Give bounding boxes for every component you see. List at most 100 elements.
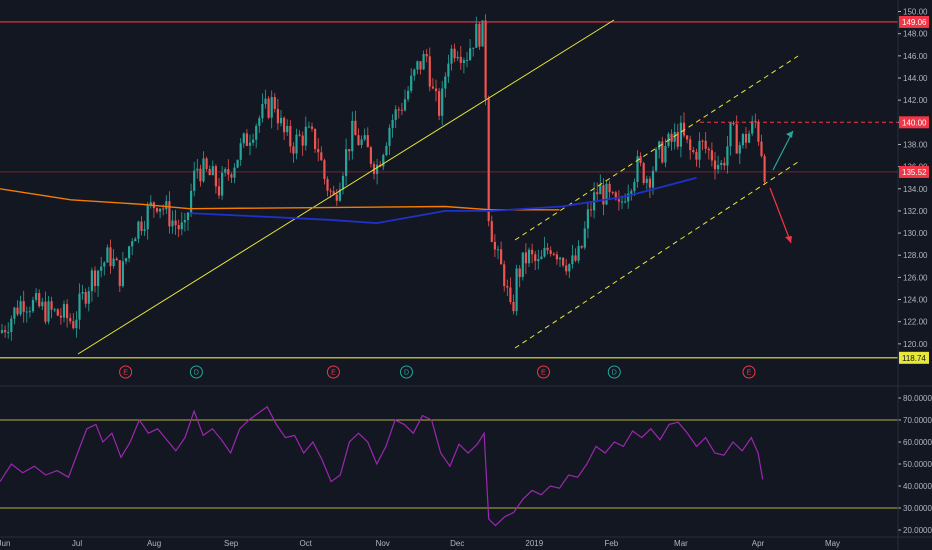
candle-body (267, 98, 270, 118)
candle-body (403, 99, 407, 111)
candle-body (571, 255, 574, 265)
candle-body (472, 47, 475, 49)
candle-body (462, 60, 465, 63)
candle-body (630, 191, 633, 194)
event-marker-d[interactable]: D (189, 365, 203, 379)
candle-body (493, 241, 496, 250)
candle-body (180, 222, 183, 230)
candle-body (509, 287, 512, 302)
candle-body (552, 253, 555, 255)
rsi-tick-label: 60.0000 (903, 438, 932, 447)
candle-body (363, 135, 366, 140)
price-tag-118.74: 118.74 (899, 351, 929, 364)
rsi-tick-label: 70.0000 (903, 416, 932, 425)
candle-body (549, 250, 552, 254)
candle-body (205, 158, 208, 169)
candle-body (744, 133, 748, 143)
event-letter: E (541, 370, 546, 377)
candle-body (255, 125, 258, 140)
candle-body (295, 134, 298, 154)
event-marker-e[interactable]: E (742, 365, 756, 379)
event-marker-d[interactable]: D (607, 365, 621, 379)
candle-body (763, 156, 766, 182)
candle-body (620, 201, 624, 203)
candle-body (713, 160, 717, 170)
candle-body (506, 286, 509, 288)
candle-body (47, 301, 50, 322)
candle-body (558, 257, 562, 260)
y-tick-label: 148.00 (903, 30, 928, 39)
candle-body (211, 166, 214, 176)
event-marker-d[interactable]: D (399, 365, 413, 379)
candle-body (16, 307, 19, 315)
event-marker-e[interactable]: E (536, 365, 550, 379)
x-tick-label: Sep (224, 539, 239, 548)
candle-body (450, 48, 453, 64)
candle-body (543, 247, 546, 257)
price-tag-bg (899, 15, 929, 28)
candle-body (177, 225, 180, 230)
candle-body (586, 209, 589, 229)
candle-body (261, 103, 264, 119)
event-letter: D (194, 370, 199, 377)
candle-body (391, 119, 394, 128)
candle-body (357, 135, 360, 146)
down-arrow-icon (785, 236, 792, 243)
candle-body (22, 301, 25, 312)
candle-body (496, 249, 500, 251)
candle-body (757, 122, 760, 142)
event-circle (399, 365, 413, 379)
candle-body (655, 149, 658, 171)
candle-body (168, 201, 171, 227)
rsi-tick-label: 40.0000 (903, 482, 932, 491)
candle-body (512, 301, 515, 312)
y-tick-label: 120.00 (903, 340, 928, 349)
event-marker-e[interactable]: E (119, 365, 133, 379)
candle-body (416, 61, 419, 70)
candle-body (695, 152, 698, 160)
candle-body (4, 330, 7, 333)
candle-body (518, 268, 521, 278)
candle-body (422, 54, 425, 70)
candle-body (531, 249, 534, 255)
candle-body (326, 179, 329, 191)
candle-body (425, 54, 428, 57)
y-tick-label: 124.00 (903, 296, 928, 305)
candle-body (224, 169, 227, 173)
candle-body (732, 122, 735, 125)
candle-body (438, 91, 441, 116)
candle-body (565, 265, 568, 272)
event-letter: E (747, 370, 752, 377)
x-tick-label: Apr (752, 539, 765, 548)
candle-body (317, 149, 320, 153)
candle-body (369, 147, 372, 164)
candle-body (10, 318, 13, 333)
x-tick-label: Jun (0, 539, 10, 548)
candle-body (190, 190, 193, 213)
price-tag-bg (899, 351, 929, 364)
candle-body (469, 48, 472, 60)
candle-body (524, 252, 527, 264)
candle-body (345, 149, 348, 176)
candle-body (75, 319, 78, 329)
candle-body (31, 299, 35, 312)
candle-body (183, 219, 186, 223)
candle-body (400, 109, 403, 111)
candle-body (651, 170, 655, 188)
candle-body (397, 109, 400, 111)
candle-body (124, 258, 128, 262)
candle-body (7, 332, 10, 334)
candle-body (692, 150, 695, 153)
event-marker-e[interactable]: E (326, 365, 340, 379)
candle-body (19, 301, 22, 315)
candle-body (574, 255, 577, 261)
event-circle (536, 365, 550, 379)
candle-body (614, 192, 617, 200)
candle-body (664, 145, 667, 163)
ma-orange-line (0, 188, 560, 211)
candle-body (162, 208, 165, 210)
candle-body (171, 220, 174, 227)
x-tick-label: Mar (674, 539, 688, 548)
